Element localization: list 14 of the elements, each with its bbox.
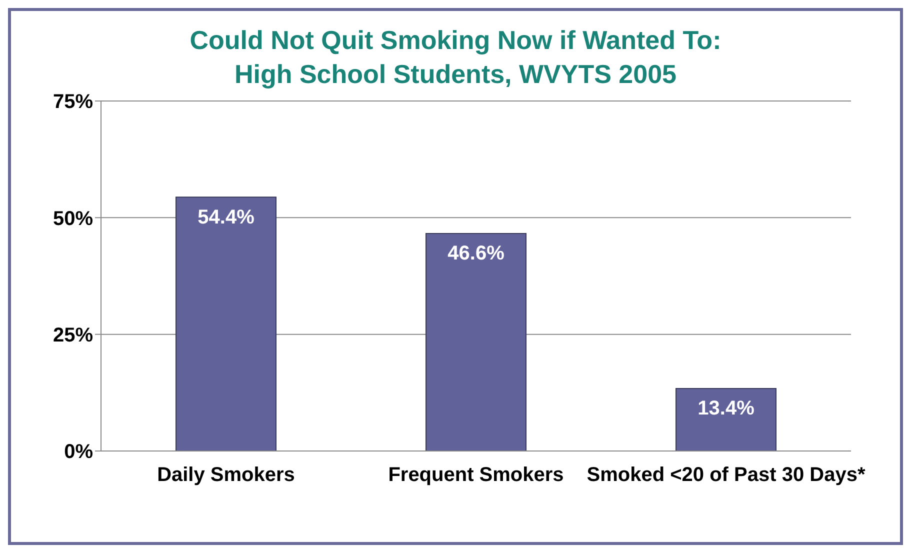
y-tick-label: 75% <box>52 91 94 114</box>
data-label: 54.4% <box>198 206 255 228</box>
bar <box>676 388 776 451</box>
bar <box>426 233 526 451</box>
bar <box>176 196 276 451</box>
y-tick-label: 25% <box>52 324 94 346</box>
y-tick-label: 0% <box>64 441 94 464</box>
x-tick-label: Frequent Smokers <box>388 464 564 486</box>
chart-title: Could Not Quit Smoking Now if Wanted To: High School Students, WVYTS 2005 <box>188 24 722 91</box>
data-label: 13.4% <box>698 398 755 420</box>
x-tick-label: Smoked <20 of Past 30 Days* <box>586 464 866 486</box>
data-label: 46.6% <box>448 242 505 265</box>
x-tick-label: Daily Smokers <box>157 464 295 486</box>
y-tick-label: 50% <box>52 208 94 230</box>
